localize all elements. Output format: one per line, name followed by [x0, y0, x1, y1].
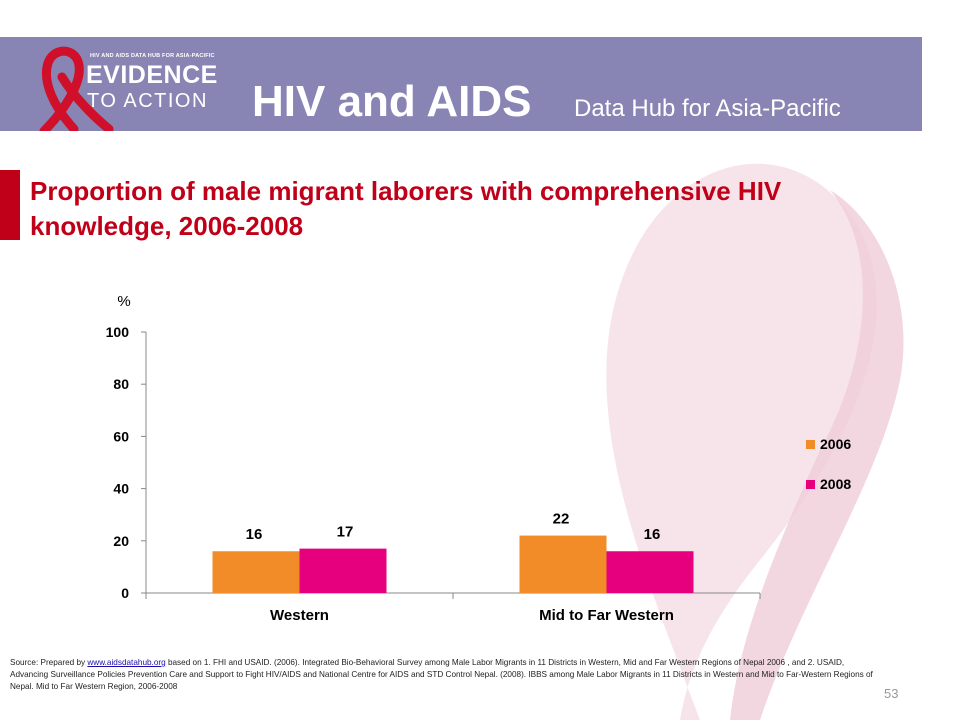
data-label: 16	[246, 526, 263, 543]
title-accent-bar	[0, 170, 20, 240]
y-tick-label: 80	[113, 376, 129, 392]
source-text: based on 1. FHI and USAID. (2006). Integ…	[10, 658, 873, 691]
page-number: 53	[884, 686, 899, 701]
bar-2008	[299, 548, 387, 593]
legend-label: 2006	[820, 436, 851, 452]
y-tick-label: 20	[113, 533, 129, 549]
header-bar: HIV AND AIDS DATA HUB FOR ASIA-PACIFIC E…	[0, 37, 922, 131]
source-prefix: Source: Prepared by	[10, 658, 88, 667]
bar-2008	[606, 551, 694, 593]
data-label: 16	[644, 526, 661, 543]
data-label: 17	[337, 524, 354, 541]
legend-swatch-2008	[806, 480, 815, 489]
logo-action-text: TO ACTION	[87, 90, 208, 112]
bar-2006	[519, 535, 607, 593]
slide-title: Proportion of male migrant laborers with…	[30, 176, 782, 241]
evidence-to-action-logo: HIV AND AIDS DATA HUB FOR ASIA-PACIFIC E…	[0, 37, 240, 131]
source-link[interactable]: www.aidsdatahub.org	[87, 658, 166, 667]
bar-chart: % 0 20 40 60 80 100 Western 16 17 Mid to Far Weste…	[106, 293, 852, 624]
header-title: HIV and AIDS	[252, 77, 532, 126]
y-tick-label: 60	[113, 428, 129, 444]
legend-swatch-2006	[806, 440, 815, 449]
y-tick-label: 100	[106, 324, 130, 340]
x-tick-label: Western	[270, 607, 329, 624]
data-label: 22	[553, 511, 570, 528]
logo-top-text: HIV AND AIDS DATA HUB FOR ASIA-PACIFIC	[90, 53, 215, 59]
source-note: Source: Prepared by www.aidsdatahub.org …	[10, 657, 880, 693]
bar-2006	[212, 551, 300, 593]
legend-label: 2008	[820, 476, 851, 492]
x-tick-label: Mid to Far Western	[539, 607, 674, 624]
red-ribbon-icon	[39, 46, 114, 131]
y-tick-label: 0	[121, 585, 129, 601]
logo-evidence-text: EVIDENCE	[86, 61, 218, 89]
y-tick-label: 40	[113, 481, 129, 497]
header-subtitle: Data Hub for Asia-Pacific	[574, 95, 841, 122]
y-axis-label: %	[117, 293, 130, 310]
